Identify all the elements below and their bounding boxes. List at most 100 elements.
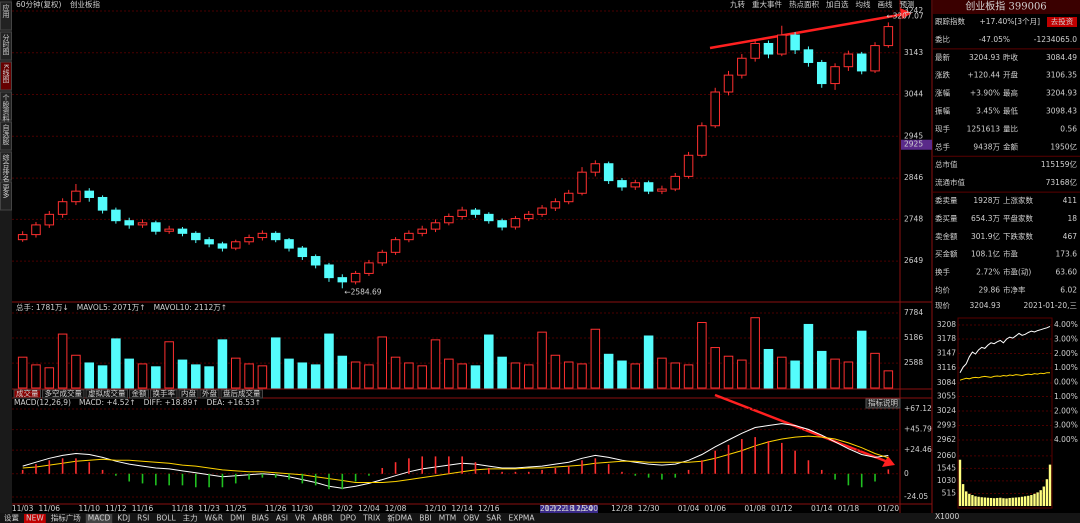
sidebar-tab[interactable] [0, 121, 12, 151]
bottom-tab[interactable] [273, 514, 290, 523]
sidebar-tab[interactable] [0, 61, 12, 91]
bottom-tab[interactable] [180, 514, 200, 523]
legend-item: MAVOL10: 2112万↑ [154, 303, 228, 312]
bottom-tab[interactable] [484, 514, 504, 523]
invest-button[interactable] [1047, 17, 1077, 27]
volume-tab[interactable] [129, 389, 149, 399]
bottom-tab[interactable] [154, 514, 178, 523]
bottom-tab[interactable] [24, 514, 46, 523]
volume-bar [191, 364, 201, 389]
sidebar-tab[interactable] [0, 31, 12, 61]
bottom-tab-label[interactable]: VR [295, 514, 305, 523]
toolbar-item[interactable]: 加自选 [826, 0, 849, 9]
volume-tab[interactable] [178, 389, 199, 399]
bottom-tab-label[interactable]: 新DMA [387, 513, 413, 523]
volume-tab-label[interactable]: 多空成交量 [45, 388, 83, 398]
bottom-tab[interactable] [385, 514, 415, 523]
sidebar-tab-label[interactable]: 个股资料 [2, 94, 10, 123]
toolbar-item[interactable]: 画线 [878, 0, 893, 9]
y-tick-label: 3116 [937, 363, 956, 372]
volume-tab-label[interactable]: 外盘 [202, 388, 217, 398]
note-label[interactable]: 指标说明 [868, 398, 898, 408]
sidebar-tab[interactable] [0, 91, 12, 121]
candle-body [670, 175, 681, 190]
bottom-tab[interactable] [115, 514, 133, 523]
volume-tab[interactable] [220, 389, 263, 399]
volume-tab[interactable] [150, 389, 178, 399]
sidebar-tab-label[interactable]: 分时图 [2, 33, 10, 56]
bottom-tab[interactable] [2, 514, 21, 523]
sidebar-tab-label[interactable]: 更多 [2, 184, 10, 199]
bottom-tab-label[interactable]: W&R [205, 514, 223, 523]
bottom-tab[interactable] [202, 514, 226, 523]
candle-body [563, 192, 574, 203]
volume-tab[interactable] [85, 389, 128, 399]
bottom-tab[interactable] [506, 514, 537, 523]
bottom-tab[interactable] [292, 514, 308, 523]
y2-tick-label: 3.00% [1054, 334, 1078, 343]
bottom-tab[interactable] [85, 514, 113, 523]
bottom-tab-label[interactable]: BBI [419, 514, 432, 523]
bottom-tab-label[interactable]: EXPMA [508, 514, 535, 523]
bottom-tab-label[interactable]: 设置 [4, 513, 19, 523]
bottom-tab-label[interactable]: MTM [439, 514, 457, 523]
bottom-tab-label[interactable]: OBV [463, 514, 480, 523]
bottom-tab-label[interactable]: BOLL [156, 514, 176, 523]
sidebar-tab[interactable] [0, 151, 12, 181]
bottom-tab[interactable] [135, 514, 152, 523]
toolbar-item[interactable]: 热点面积 [789, 0, 819, 9]
bottom-tab[interactable] [436, 514, 459, 523]
bottom-tab-label[interactable]: KDJ [117, 514, 130, 523]
bottom-tab[interactable] [337, 514, 359, 523]
toolbar-item[interactable]: 预测 [900, 0, 915, 9]
bottom-tab-label[interactable]: MACD [88, 514, 111, 523]
quote-title: 创业板指 399006 [965, 0, 1046, 13]
sidebar-tab[interactable] [0, 1, 12, 31]
volume-tab-label[interactable]: 成交量 [16, 388, 39, 398]
sidebar-tab[interactable] [0, 181, 12, 211]
bottom-tab[interactable] [310, 514, 335, 523]
volume-tab-label[interactable]: 金额 [132, 388, 147, 398]
bottom-tab[interactable] [417, 514, 434, 523]
volume-tab-label[interactable]: 盘后成交量 [223, 388, 261, 398]
toolbar-item[interactable]: 九转 [730, 0, 745, 9]
sidebar-tab-label[interactable]: 综合排名 [2, 153, 10, 183]
quote-label: 上涨家数 [1003, 195, 1033, 205]
volume-unit: X1000 [935, 512, 959, 521]
sidebar-tab-label[interactable]: K线图 [2, 64, 10, 84]
bottom-tab[interactable] [48, 514, 83, 523]
bottom-tab-label[interactable]: BIAS [252, 514, 269, 523]
volume-bar [870, 352, 880, 389]
bottom-tab-label[interactable]: 指标广场 [51, 513, 81, 523]
note-button[interactable] [865, 398, 901, 409]
volume-tab-label[interactable]: 换手率 [153, 388, 176, 398]
candle-body [523, 213, 534, 220]
bottom-tab-label[interactable]: DPO [340, 514, 356, 523]
volume-tab-label[interactable]: 内盘 [181, 388, 196, 398]
sidebar-tab-label[interactable]: 自选股 [2, 123, 10, 146]
volume-bar [404, 362, 414, 389]
bottom-tab-label[interactable]: RSI [137, 514, 149, 523]
bottom-tab[interactable] [228, 514, 247, 523]
toolbar-item[interactable]: 均线 [856, 0, 871, 9]
bottom-tab[interactable] [249, 514, 271, 523]
volume-tab[interactable] [42, 389, 85, 399]
toolbar-item[interactable]: 重大事件 [752, 0, 782, 9]
volume-tab[interactable] [199, 389, 220, 399]
bottom-tab-label[interactable]: ARBR [312, 514, 333, 523]
candle-body [177, 228, 188, 234]
bottom-tab-label[interactable]: ASI [276, 514, 288, 523]
bottom-tab-label[interactable]: DMI [230, 514, 244, 523]
bottom-tab[interactable] [461, 514, 482, 523]
bottom-tab-label[interactable]: NEW [26, 514, 44, 523]
sidebar-tab-label[interactable]: 应用 [2, 3, 10, 19]
bottom-tab-label[interactable]: TRIX [362, 514, 380, 523]
candle-body [630, 182, 641, 188]
volume-tab-label[interactable]: 虚拟成交量 [88, 388, 126, 398]
invest-label[interactable]: 去投资 [1051, 16, 1074, 26]
bottom-tab-label[interactable]: 主力 [183, 513, 198, 523]
bottom-tab[interactable] [361, 514, 383, 523]
x-tick-label: 12/08 [385, 504, 407, 513]
volume-tab[interactable] [13, 389, 41, 399]
bottom-tab-label[interactable]: SAR [486, 514, 501, 523]
